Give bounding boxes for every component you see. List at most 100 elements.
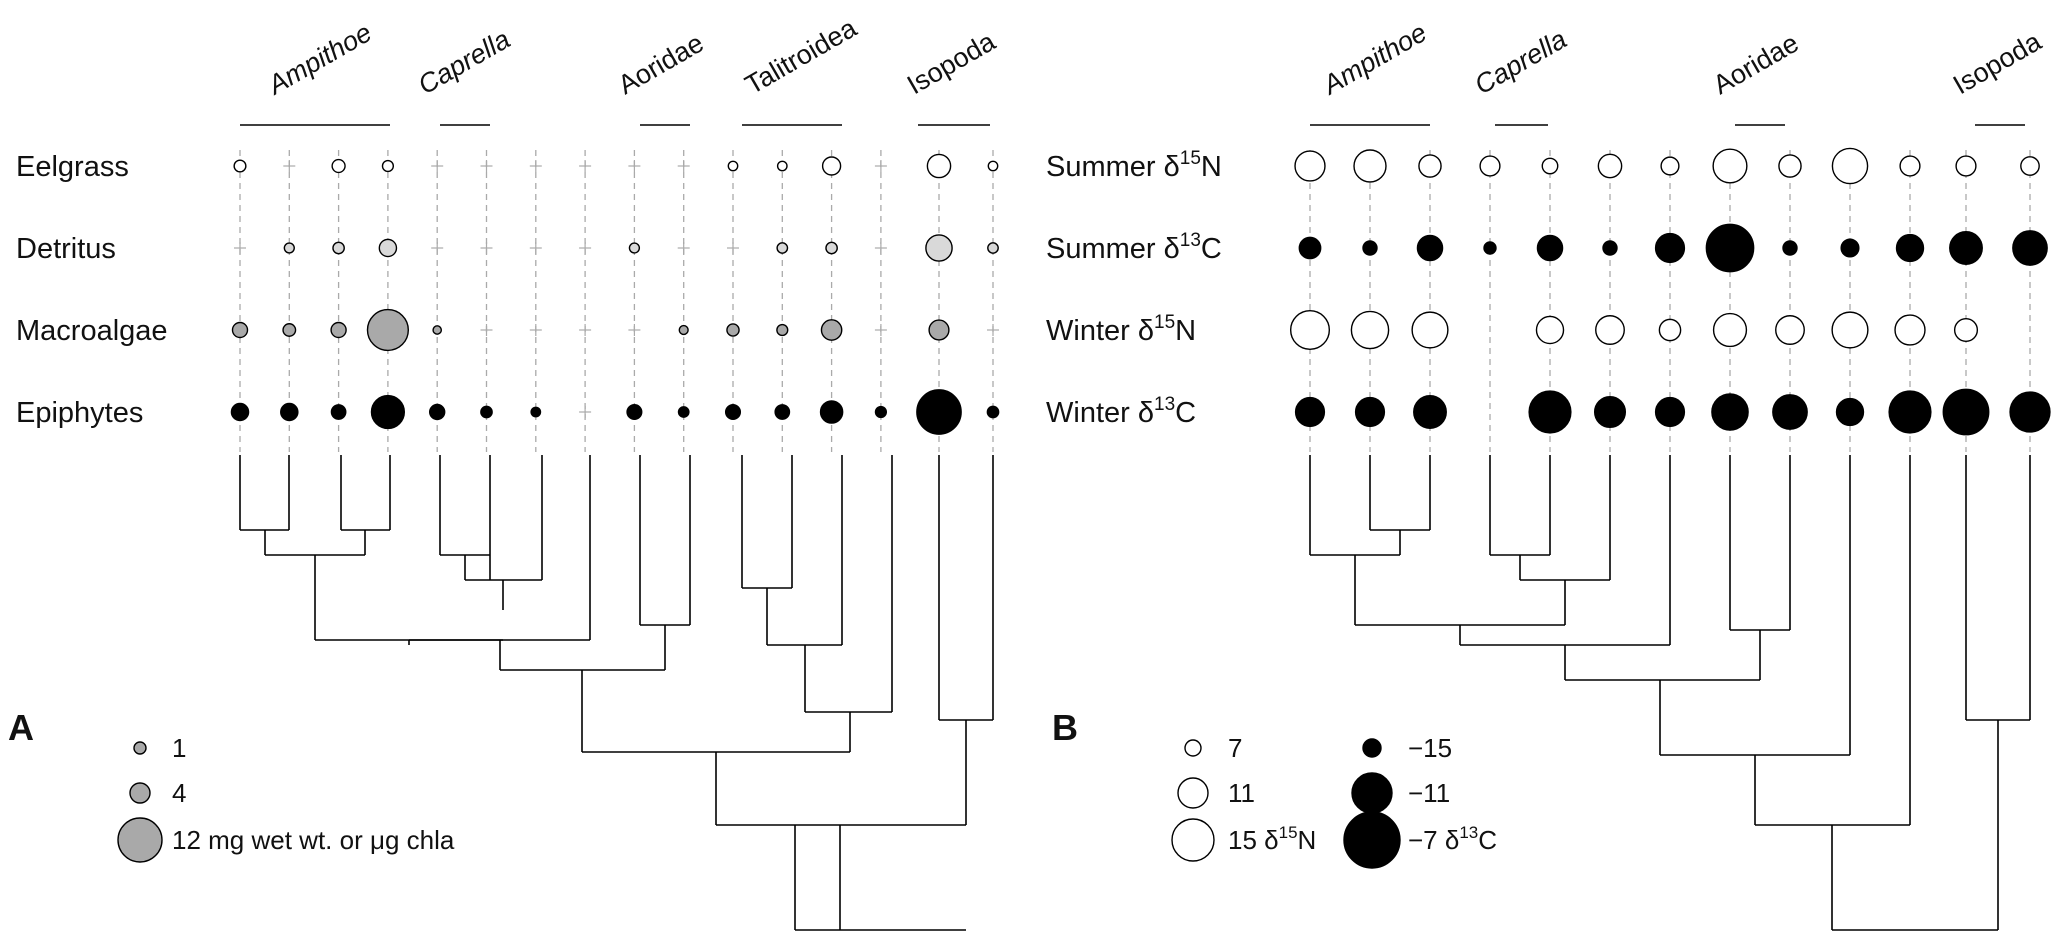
bubble bbox=[1778, 154, 1802, 178]
bubble bbox=[1294, 150, 1326, 182]
bubble bbox=[821, 156, 842, 176]
bubble bbox=[776, 323, 789, 337]
clade-label-caprella: Caprella bbox=[1470, 24, 1572, 100]
bubble bbox=[1416, 234, 1444, 262]
bubble bbox=[825, 241, 838, 255]
bubble bbox=[231, 321, 249, 339]
bubble bbox=[1597, 153, 1623, 179]
bubble bbox=[428, 403, 446, 421]
bubble bbox=[1711, 393, 1749, 431]
bubble bbox=[330, 321, 347, 339]
bubble bbox=[1782, 240, 1798, 256]
bubble bbox=[774, 404, 791, 420]
bubble bbox=[926, 153, 952, 179]
legend-bubble bbox=[133, 741, 147, 755]
bubble bbox=[366, 308, 410, 352]
bubble bbox=[1354, 396, 1386, 428]
bubble bbox=[1712, 148, 1748, 184]
bubble bbox=[480, 405, 493, 419]
bubble bbox=[1350, 310, 1390, 350]
legend-label-n: 7 bbox=[1228, 733, 1242, 763]
panel-b-bubbles bbox=[1289, 147, 2051, 436]
bubble bbox=[1593, 395, 1627, 429]
bubble bbox=[1483, 241, 1497, 255]
bubble bbox=[776, 242, 789, 254]
panel-a-row-labels: Eelgrass Detritus Macroalgae Epiphytes bbox=[16, 151, 168, 429]
row-label-b: Summer δ15N bbox=[1046, 148, 1222, 183]
bubble bbox=[1411, 311, 1449, 349]
legend-label: 4 bbox=[172, 778, 186, 808]
bubble bbox=[1289, 309, 1331, 351]
bubble bbox=[1654, 396, 1686, 428]
bubble bbox=[1479, 155, 1501, 177]
legend-bubble-c bbox=[1362, 738, 1382, 758]
bubble bbox=[1418, 154, 1442, 178]
legend-label-c: −7 δ13C bbox=[1408, 823, 1497, 855]
bubble bbox=[432, 325, 443, 335]
bubble bbox=[776, 160, 788, 172]
bubble bbox=[1536, 234, 1564, 262]
bubble bbox=[370, 394, 406, 430]
bubble bbox=[727, 160, 739, 172]
legend-label-c: −11 bbox=[1408, 778, 1450, 808]
panel-b-row-labels: Summer δ15N Summer δ13C Winter δ15N Winter … bbox=[1046, 148, 1222, 429]
panel-a-bubbles bbox=[230, 153, 1000, 435]
bubble bbox=[2009, 391, 2051, 433]
row-label-eelgrass: Eelgrass bbox=[16, 151, 129, 183]
bubble bbox=[1831, 311, 1869, 349]
row-label-b: Winter δ15N bbox=[1046, 312, 1196, 347]
bubble bbox=[1894, 314, 1926, 346]
bubble bbox=[628, 242, 641, 254]
bubble bbox=[874, 405, 888, 419]
row-label-b: Winter δ13C bbox=[1046, 394, 1196, 429]
panel-a-label: A bbox=[8, 707, 34, 748]
bubble bbox=[1298, 236, 1322, 260]
bubble bbox=[1775, 315, 1805, 345]
bubble bbox=[1654, 232, 1686, 264]
bubble bbox=[1294, 396, 1326, 428]
bubble bbox=[1413, 395, 1447, 429]
panel-a: Ampithoe Caprella Aoridae Talitroidea Isopod… bbox=[8, 12, 1001, 931]
bubble bbox=[925, 234, 953, 262]
legend-label: 12 mg wet wt. or μg chla bbox=[172, 825, 455, 855]
panel-b-label: B bbox=[1052, 707, 1078, 748]
bubble bbox=[381, 159, 395, 173]
bubble bbox=[280, 402, 299, 422]
bubble bbox=[678, 324, 689, 336]
bubble bbox=[1942, 388, 1990, 436]
clade-label-caprella: Caprella bbox=[413, 24, 515, 100]
legend-label: 1 bbox=[172, 733, 186, 763]
bubble bbox=[677, 406, 690, 418]
bubble bbox=[1528, 390, 1572, 434]
bubble bbox=[1835, 397, 1865, 427]
panel-a-dendrogram bbox=[239, 455, 994, 931]
legend-bubble-n bbox=[1171, 818, 1215, 862]
panel-b: Ampithoe Caprella Aoridae Isopoda Summer δ1… bbox=[1046, 17, 2051, 931]
bubble bbox=[819, 400, 844, 424]
bubble bbox=[987, 160, 999, 172]
bubble bbox=[1712, 312, 1748, 348]
bubble bbox=[916, 389, 962, 435]
bubble bbox=[1955, 155, 1977, 177]
panel-b-dendrogram bbox=[1309, 455, 2031, 931]
legend-label-n: 11 bbox=[1228, 778, 1255, 808]
bubble bbox=[1658, 318, 1682, 342]
bubble bbox=[987, 242, 999, 254]
clade-label-isopoda: Isopoda bbox=[902, 26, 1001, 101]
bubble bbox=[1888, 390, 1932, 434]
legend-bubble-n bbox=[1177, 777, 1209, 809]
bubble bbox=[530, 406, 542, 418]
bubble bbox=[1899, 155, 1921, 177]
bubble bbox=[332, 241, 345, 255]
legend-bubble-c bbox=[1351, 772, 1393, 814]
clade-label-ampithoe: Ampithoe bbox=[261, 17, 377, 101]
bubble bbox=[626, 403, 643, 421]
bubble bbox=[1772, 394, 1808, 430]
bubble bbox=[1953, 317, 1979, 343]
bubble bbox=[1949, 231, 1983, 265]
bubble bbox=[986, 405, 1000, 419]
clade-label-aoridae: Aoridae bbox=[1708, 28, 1804, 101]
clade-label-ampithoe: Ampithoe bbox=[1316, 17, 1432, 101]
clade-label-isopoda: Isopoda bbox=[1948, 26, 2047, 101]
legend-bubble-c bbox=[1343, 811, 1401, 869]
